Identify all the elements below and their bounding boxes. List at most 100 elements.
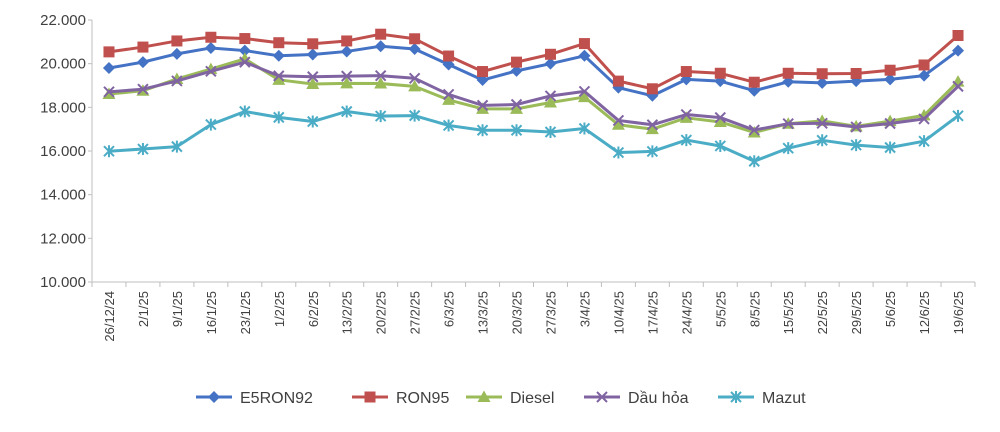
data-point [170, 47, 183, 60]
series-2 [103, 28, 964, 95]
data-point [476, 99, 489, 112]
data-point [578, 122, 591, 135]
data-point [103, 46, 115, 58]
data-point [816, 134, 828, 147]
data-point [918, 59, 930, 71]
data-point [374, 110, 387, 123]
data-point [952, 30, 964, 42]
data-point [884, 64, 896, 76]
data-point [408, 109, 421, 122]
data-point [544, 48, 556, 60]
data-point [816, 117, 828, 129]
data-point [782, 75, 795, 88]
data-point [782, 142, 794, 155]
legend-item: Mazut [718, 390, 806, 407]
legend-swatch-marker [364, 391, 376, 403]
legend-item: E5RON92 [196, 390, 313, 407]
data-point [307, 71, 319, 83]
data-point [103, 86, 115, 98]
data-point [307, 38, 319, 50]
x-tick-label: 27/3/25 [543, 291, 558, 334]
data-point [306, 77, 320, 89]
data-point [714, 139, 726, 152]
y-tick-label: 20.000 [40, 56, 86, 73]
x-tick-label: 17/4/25 [645, 291, 660, 334]
axes: 10.000 12.000 14.000 16.000 18.000 20.000 22.0… [40, 12, 976, 342]
legend-label: RON95 [396, 390, 449, 407]
y-tick-label: 16.000 [40, 143, 86, 160]
data-point [646, 83, 658, 95]
data-point [340, 76, 354, 89]
data-point [782, 67, 794, 79]
x-tick-label: 16/1/25 [204, 291, 219, 334]
data-point [205, 65, 217, 78]
series-5 [103, 105, 964, 168]
legend-label: Diesel [510, 390, 554, 407]
data-point [714, 67, 726, 79]
data-point [714, 111, 726, 124]
data-point [307, 115, 319, 128]
x-tick-label: 5/5/25 [713, 291, 728, 327]
data-point [273, 37, 285, 49]
data-point [205, 118, 217, 131]
data-point [679, 111, 693, 123]
series-line [108, 32, 960, 91]
data-point [103, 145, 115, 158]
legend-item: Diesel [466, 390, 554, 407]
data-point [409, 33, 421, 45]
data-point [205, 31, 217, 43]
data-point [442, 119, 455, 132]
data-point [646, 119, 659, 131]
x-tick-label: 6/3/25 [442, 291, 457, 327]
data-point [137, 83, 149, 95]
data-point [341, 35, 353, 47]
data-point [511, 56, 523, 68]
data-point [238, 52, 252, 64]
x-tick-label: 6/2/25 [306, 291, 321, 327]
data-point [748, 155, 760, 168]
data-point [510, 102, 524, 114]
data-point [272, 49, 285, 62]
legend-swatch-marker [730, 391, 742, 403]
data-point [340, 45, 353, 58]
x-tick-label: 24/4/25 [679, 291, 694, 334]
x-tick-label: 29/5/25 [849, 291, 864, 334]
x-tick-label: 10/4/25 [611, 291, 626, 334]
data-point [578, 85, 591, 98]
data-point [918, 113, 930, 125]
data-point [578, 38, 590, 50]
data-point [544, 57, 557, 70]
x-tick-label: 20/3/25 [510, 291, 525, 334]
y-tick-label: 10.000 [40, 274, 86, 291]
x-tick-label: 12/6/25 [917, 291, 932, 334]
data-point [442, 88, 455, 101]
data-point [341, 105, 353, 118]
data-point [476, 124, 489, 137]
data-point [171, 75, 183, 87]
x-tick-label: 3/4/25 [577, 291, 592, 327]
x-tick-label: 13/2/25 [340, 291, 355, 334]
y-tick-label: 12.000 [40, 230, 86, 247]
data-point [476, 102, 490, 114]
data-point [884, 117, 896, 130]
x-tick-label: 15/5/25 [781, 291, 796, 334]
x-tick-label: 2/1/25 [136, 291, 151, 327]
legend-swatch-marker [477, 390, 491, 402]
data-point [543, 96, 557, 108]
series-4 [103, 56, 964, 136]
data-point [612, 146, 625, 159]
legend-label: Dầu hỏa [628, 390, 689, 407]
data-point [918, 135, 930, 148]
data-point [374, 40, 387, 53]
data-point [850, 67, 862, 79]
data-point [850, 139, 862, 152]
x-tick-label: 27/2/25 [408, 291, 423, 334]
data-point [341, 70, 353, 82]
y-tick-label: 14.000 [40, 187, 86, 204]
data-point [408, 79, 422, 92]
data-point [782, 118, 794, 130]
x-tick-label: 23/1/25 [238, 291, 253, 334]
data-point [510, 64, 523, 77]
series-1 [102, 40, 965, 102]
